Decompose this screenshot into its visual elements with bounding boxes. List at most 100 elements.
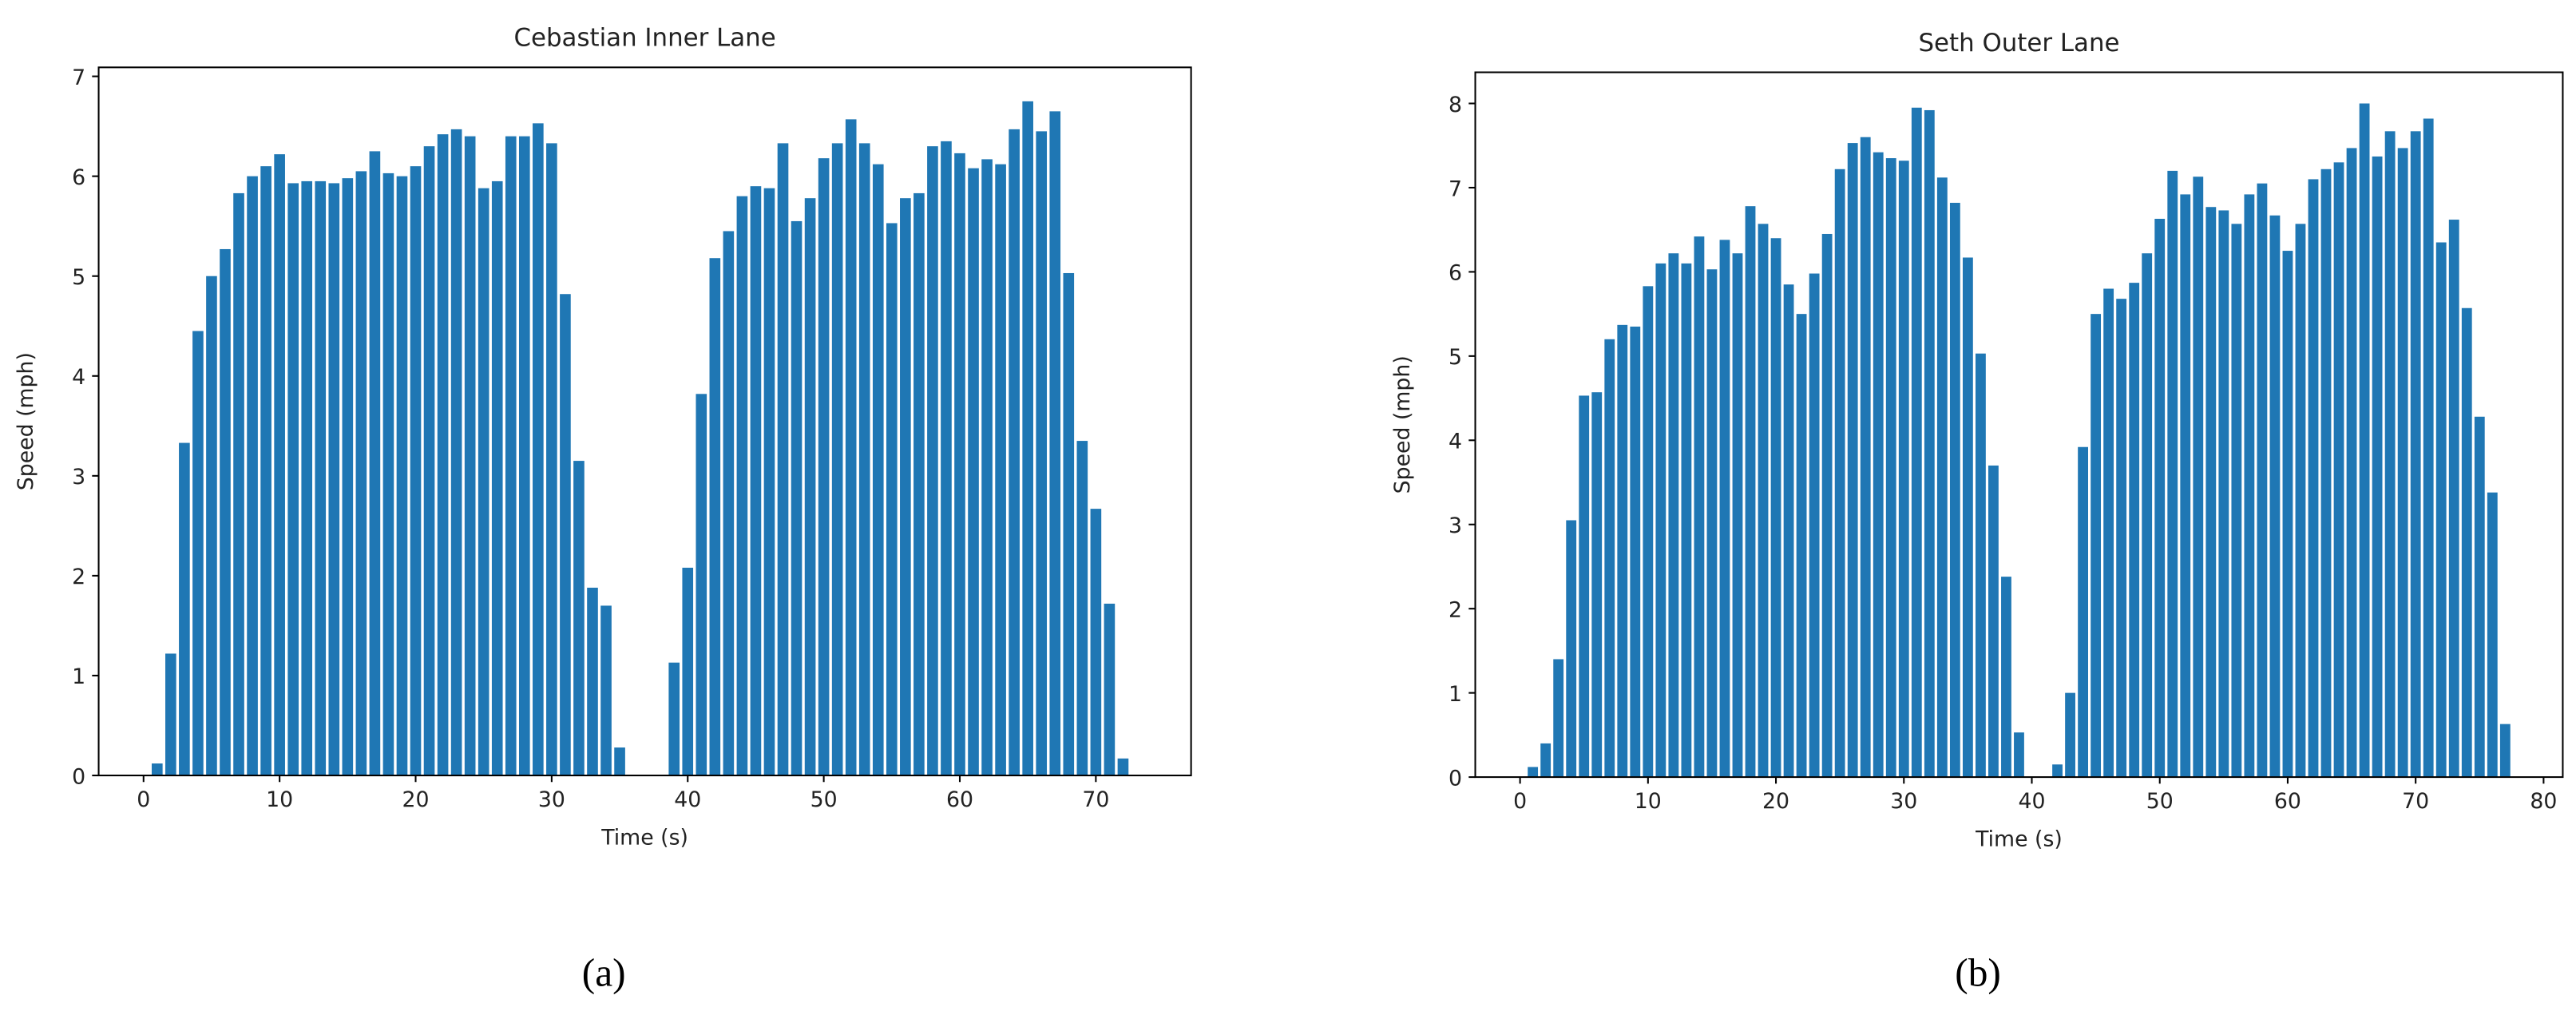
y-tick-label: 1 (1449, 682, 1462, 707)
bar (2065, 692, 2075, 778)
x-tick-label: 30 (1890, 789, 1917, 814)
bar (696, 394, 707, 776)
bar (954, 153, 965, 776)
bar (750, 186, 762, 776)
bar (587, 587, 598, 776)
bar (464, 136, 476, 776)
bar (1063, 272, 1075, 776)
bar (995, 164, 1006, 776)
bar (668, 662, 680, 776)
bar (913, 192, 925, 776)
bar (382, 172, 394, 776)
y-tick-label: 0 (72, 764, 85, 789)
bar (927, 146, 938, 776)
bar (2205, 207, 2217, 778)
bar (736, 196, 748, 776)
bar (1860, 137, 1871, 778)
bar (1911, 107, 1922, 778)
bar (151, 763, 163, 776)
x-tick-label: 80 (2530, 789, 2557, 814)
bar (845, 119, 857, 776)
y-tick-label: 7 (1449, 176, 1462, 201)
axes-frame (1474, 71, 2564, 779)
bar (518, 136, 530, 776)
bar (2257, 183, 2268, 778)
y-tick-label: 7 (72, 65, 85, 90)
bar (560, 294, 571, 776)
bar (2244, 194, 2255, 778)
bar (2359, 103, 2370, 778)
bar (1694, 236, 1705, 778)
bar (1579, 395, 1590, 778)
bar (2295, 224, 2306, 778)
bar (2499, 724, 2511, 778)
x-tick-label: 20 (1762, 789, 1789, 814)
bar (2180, 194, 2191, 778)
bar (1745, 206, 1756, 778)
bar (2269, 215, 2281, 778)
bar (2435, 242, 2447, 778)
bar (450, 129, 462, 776)
bar (1643, 286, 1654, 778)
y-tick-label: 3 (1449, 513, 1462, 538)
x-tick-label: 70 (1082, 787, 1109, 812)
bar (831, 143, 843, 776)
bar (2116, 299, 2127, 778)
bar (1540, 743, 1552, 778)
bar (1770, 238, 1781, 778)
bar (220, 248, 231, 776)
bar (2333, 162, 2344, 778)
bar (682, 567, 694, 776)
bar (1668, 253, 1679, 778)
bar (1090, 509, 1102, 776)
bar (1604, 339, 1615, 778)
bar (1706, 269, 1718, 778)
bar (274, 154, 285, 776)
x-tick-label: 40 (2018, 789, 2045, 814)
bar (478, 188, 489, 776)
bar (1104, 603, 1116, 776)
bar (614, 747, 625, 776)
bar (1076, 441, 1088, 776)
bar (1783, 284, 1794, 778)
bar (2397, 148, 2408, 778)
bar (2218, 210, 2229, 778)
bar (2142, 253, 2153, 778)
x-axis-label: Time (s) (1975, 827, 2063, 851)
x-tick-label: 0 (137, 787, 150, 812)
bar (491, 180, 503, 776)
chart-title: Cebastian Inner Lane (513, 24, 775, 53)
bar (777, 143, 789, 776)
bar (1732, 253, 1743, 778)
bar (301, 180, 313, 776)
bar (1049, 111, 1061, 776)
bar (179, 442, 190, 776)
bar (2410, 131, 2421, 778)
bar (1681, 263, 1692, 778)
caption: (a) (582, 950, 626, 994)
y-axis-label: Speed (mph) (1390, 355, 1415, 494)
bar (505, 136, 517, 776)
bar (1655, 263, 1666, 778)
y-tick-label: 2 (1449, 597, 1462, 622)
y-tick-label: 4 (1449, 430, 1462, 454)
bar (2448, 220, 2459, 778)
bar (818, 158, 830, 776)
bar (192, 331, 204, 776)
bar (709, 258, 721, 776)
bar (723, 231, 735, 776)
chart-title: Seth Outer Lane (1918, 29, 2119, 57)
x-tick-label: 20 (402, 787, 429, 812)
y-tick-label: 2 (72, 565, 85, 589)
bar (573, 461, 585, 776)
bar (328, 183, 340, 776)
y-tick-label: 5 (1449, 345, 1462, 370)
bar (2154, 218, 2166, 778)
bar (872, 164, 884, 776)
bar (1936, 177, 1948, 778)
bar (1758, 224, 1769, 778)
caption: (b) (1955, 950, 2001, 994)
y-tick-label: 1 (72, 664, 85, 689)
bar (600, 605, 612, 776)
bar (1566, 520, 1577, 778)
